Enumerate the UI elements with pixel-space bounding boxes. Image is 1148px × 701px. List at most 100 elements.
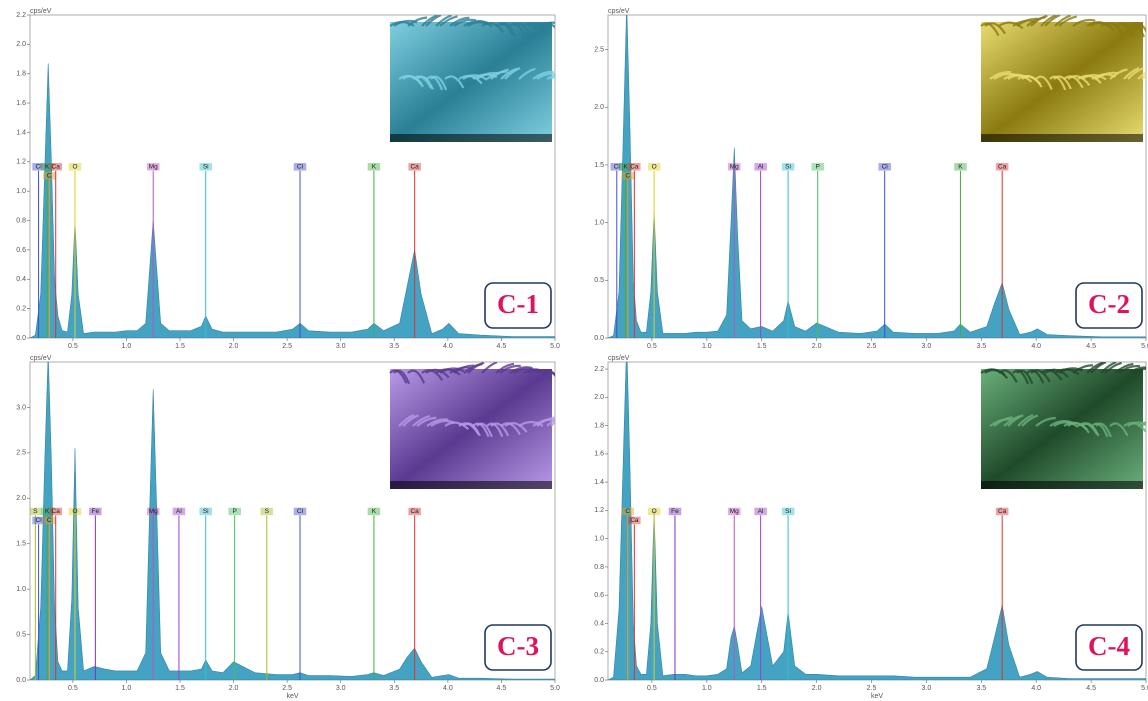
x-tick-label: 3.5 [976, 343, 986, 350]
y-tick-label: 2.0 [16, 41, 26, 48]
element-label: K [45, 164, 50, 171]
y-tick-label: 2.0 [594, 394, 604, 401]
x-tick-label: 4.0 [443, 685, 453, 692]
sample-label: C-3 [497, 631, 539, 661]
x-tick-label: 4.5 [497, 685, 507, 692]
y-tick-label: 1.8 [594, 422, 604, 429]
x-axis-label: keV [871, 693, 883, 700]
x-tick-label: 4.5 [1086, 685, 1096, 692]
y-tick-label: 2.2 [594, 366, 604, 373]
element-label: Fe [671, 508, 679, 515]
sem-image [390, 15, 575, 142]
element-label: Mg [730, 508, 739, 515]
element-label: Si [203, 164, 209, 171]
x-tick-label: 1.5 [757, 343, 767, 350]
y-tick-label: 0.0 [16, 335, 26, 342]
y-tick-label: 2.5 [16, 450, 26, 457]
y-tick-label: 0.5 [16, 631, 26, 638]
element-label: Ca [998, 508, 1007, 515]
element-label: Al [758, 164, 764, 171]
y-tick-label: 1.0 [594, 536, 604, 543]
y-tick-label: 0.4 [16, 276, 26, 283]
y-tick-label: 1.0 [594, 219, 604, 226]
y-tick-label: 1.2 [594, 507, 604, 514]
x-tick-label: 3.5 [976, 685, 986, 692]
y-tick-label: 1.2 [16, 159, 26, 166]
x-tick-label: 4.0 [1031, 685, 1041, 692]
element-label: Mg [149, 508, 158, 515]
y-tick-label: 0.4 [594, 620, 604, 627]
element-label: K [623, 164, 628, 171]
sem-caption-bar [981, 481, 1143, 489]
sample-label: C-4 [1088, 631, 1130, 661]
y-axis-label: cps/eV [608, 355, 630, 362]
x-tick-label: 1.5 [175, 343, 185, 350]
element-label: K [372, 164, 377, 171]
element-label: O [652, 508, 657, 515]
element-label: Ca [630, 517, 639, 524]
sem-image [390, 362, 566, 489]
y-tick-label: 0.2 [16, 305, 26, 312]
x-tick-label: 5.0 [1141, 685, 1148, 692]
x-tick-label: 3.0 [922, 685, 932, 692]
element-label: Si [785, 164, 791, 171]
x-tick-label: 3.0 [336, 343, 346, 350]
y-tick-label: 0.6 [594, 592, 604, 599]
y-tick-label: 0.0 [594, 335, 604, 342]
y-tick-label: 0.5 [594, 277, 604, 284]
x-tick-label: 1.5 [175, 685, 185, 692]
y-tick-label: 1.4 [16, 129, 26, 136]
element-label: C [625, 508, 630, 515]
element-label: K [958, 164, 963, 171]
element-label: Ca [52, 164, 61, 171]
y-tick-label: 3.0 [16, 404, 26, 411]
y-axis-label: cps/eV [30, 8, 52, 15]
x-tick-label: 1.0 [702, 685, 712, 692]
spectrum-panel: 0.00.51.01.52.02.53.00.51.01.52.02.53.03… [16, 353, 566, 700]
element-label: Ca [998, 164, 1007, 171]
spectrum-panel: 0.00.51.01.52.02.50.51.01.52.02.53.03.54… [594, 4, 1148, 350]
sem-caption-bar [390, 134, 552, 142]
x-tick-label: 1.5 [757, 685, 767, 692]
x-tick-label: 4.5 [1086, 343, 1096, 350]
element-label: P [232, 508, 236, 515]
x-tick-label: 0.5 [647, 685, 657, 692]
x-tick-label: 2.0 [812, 685, 822, 692]
x-tick-label: 2.5 [282, 343, 292, 350]
element-label: C [47, 517, 52, 524]
x-tick-label: 3.5 [389, 343, 399, 350]
x-tick-label: 0.5 [68, 343, 78, 350]
x-tick-label: 4.0 [1031, 343, 1041, 350]
page: 0.0 0.2 0.4 0.6 0.8 1.0 1.2 1.4 1.6 1.8 2.0 2.2 0.5 1… [0, 0, 1148, 701]
x-axis-label: keV [286, 693, 298, 700]
element-label: O [72, 508, 77, 515]
x-tick-label: 5.0 [550, 685, 560, 692]
sem-image [981, 15, 1148, 142]
x-tick-label: 1.0 [122, 685, 132, 692]
y-tick-label: 2.5 [594, 46, 604, 53]
x-tick-label: 0.5 [68, 685, 78, 692]
element-label: Ca [630, 164, 639, 171]
x-tick-label: 2.0 [229, 685, 239, 692]
sample-label: C-2 [1088, 289, 1130, 319]
y-tick-label: 2.2 [16, 12, 26, 19]
y-axis-label: cps/eV [608, 8, 630, 15]
element-label: O [652, 164, 657, 171]
element-label: O [72, 164, 77, 171]
x-tick-label: 2.0 [229, 343, 239, 350]
y-tick-label: 2.0 [594, 104, 604, 111]
sem-background [390, 369, 552, 489]
x-tick-label: 2.5 [867, 685, 877, 692]
element-label: Ca [410, 164, 419, 171]
y-tick-label: 0.0 [16, 677, 26, 684]
element-label: Mg [149, 164, 158, 171]
y-tick-label: 1.0 [16, 586, 26, 593]
y-tick-label: 1.6 [594, 451, 604, 458]
element-label: S [33, 508, 38, 515]
y-tick-label: 0.8 [16, 217, 26, 224]
element-label: C [625, 173, 630, 180]
y-tick-label: 1.4 [594, 479, 604, 486]
figure: 0.0 0.2 0.4 0.6 0.8 1.0 1.2 1.4 1.6 1.8 2.0 2.2 0.5 1… [0, 0, 1148, 701]
y-tick-label: 1.5 [16, 541, 26, 548]
